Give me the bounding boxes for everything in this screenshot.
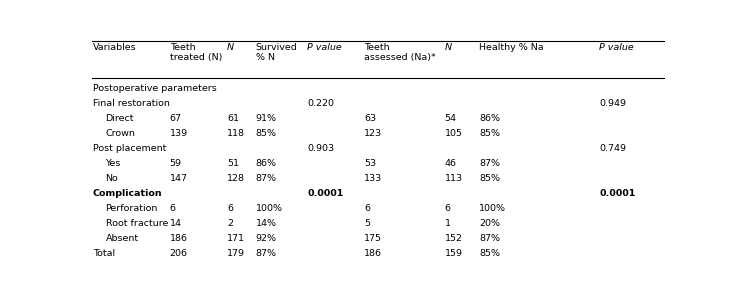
Text: Postoperative parameters: Postoperative parameters [93,84,217,93]
Text: 53: 53 [364,159,377,168]
Text: 6: 6 [170,204,176,213]
Text: N: N [445,43,452,52]
Text: 139: 139 [170,129,188,138]
Text: 100%: 100% [479,204,506,213]
Text: 171: 171 [227,234,245,243]
Text: 14%: 14% [256,219,276,228]
Text: 133: 133 [364,174,383,183]
Text: 59: 59 [170,159,182,168]
Text: 87%: 87% [256,174,276,183]
Text: 113: 113 [445,174,463,183]
Text: Teeth
assessed (Na)*: Teeth assessed (Na)* [364,43,436,62]
Text: 46: 46 [445,159,457,168]
Text: 6: 6 [445,204,451,213]
Text: 179: 179 [227,249,245,258]
Text: 20%: 20% [479,219,500,228]
Text: 63: 63 [364,114,377,123]
Text: 85%: 85% [479,129,500,138]
Text: 54: 54 [445,114,457,123]
Text: 0.749: 0.749 [599,144,626,153]
Text: 147: 147 [170,174,188,183]
Text: 61: 61 [227,114,239,123]
Text: N: N [227,43,234,52]
Text: 87%: 87% [256,249,276,258]
Text: 0.220: 0.220 [307,99,334,108]
Text: 159: 159 [445,249,463,258]
Text: No: No [106,174,118,183]
Text: Absent: Absent [106,234,139,243]
Text: Perforation: Perforation [106,204,158,213]
Text: 87%: 87% [479,234,500,243]
Text: Healthy % Na: Healthy % Na [479,43,544,52]
Text: Final restoration: Final restoration [93,99,170,108]
Text: 186: 186 [170,234,188,243]
Text: 92%: 92% [256,234,276,243]
Text: 86%: 86% [479,114,500,123]
Text: P value: P value [307,43,342,52]
Text: 14: 14 [170,219,182,228]
Text: 51: 51 [227,159,239,168]
Text: 206: 206 [170,249,188,258]
Text: 6: 6 [364,204,370,213]
Text: Crown: Crown [106,129,135,138]
Text: 175: 175 [364,234,382,243]
Text: Yes: Yes [106,159,121,168]
Text: 67: 67 [170,114,182,123]
Text: 0.903: 0.903 [307,144,334,153]
Text: P value: P value [599,43,634,52]
Text: Total: Total [93,249,115,258]
Text: Survived
% N: Survived % N [256,43,297,62]
Text: 87%: 87% [479,159,500,168]
Text: Teeth
treated (N): Teeth treated (N) [170,43,222,62]
Text: 128: 128 [227,174,245,183]
Text: 0.0001: 0.0001 [307,189,344,198]
Text: Root fracture: Root fracture [106,219,168,228]
Text: 2: 2 [227,219,233,228]
Text: 118: 118 [227,129,245,138]
Text: 0.949: 0.949 [599,99,626,108]
Text: 1: 1 [445,219,451,228]
Text: 6: 6 [227,204,233,213]
Text: 85%: 85% [256,129,276,138]
Text: Direct: Direct [106,114,134,123]
Text: Post placement: Post placement [93,144,166,153]
Text: 91%: 91% [256,114,276,123]
Text: Complication: Complication [93,189,163,198]
Text: 152: 152 [445,234,463,243]
Text: 85%: 85% [479,249,500,258]
Text: 186: 186 [364,249,382,258]
Text: Variables: Variables [93,43,137,52]
Text: 100%: 100% [256,204,282,213]
Text: 85%: 85% [479,174,500,183]
Text: 123: 123 [364,129,383,138]
Text: 0.0001: 0.0001 [599,189,636,198]
Text: 105: 105 [445,129,463,138]
Text: 86%: 86% [256,159,276,168]
Text: 5: 5 [364,219,370,228]
